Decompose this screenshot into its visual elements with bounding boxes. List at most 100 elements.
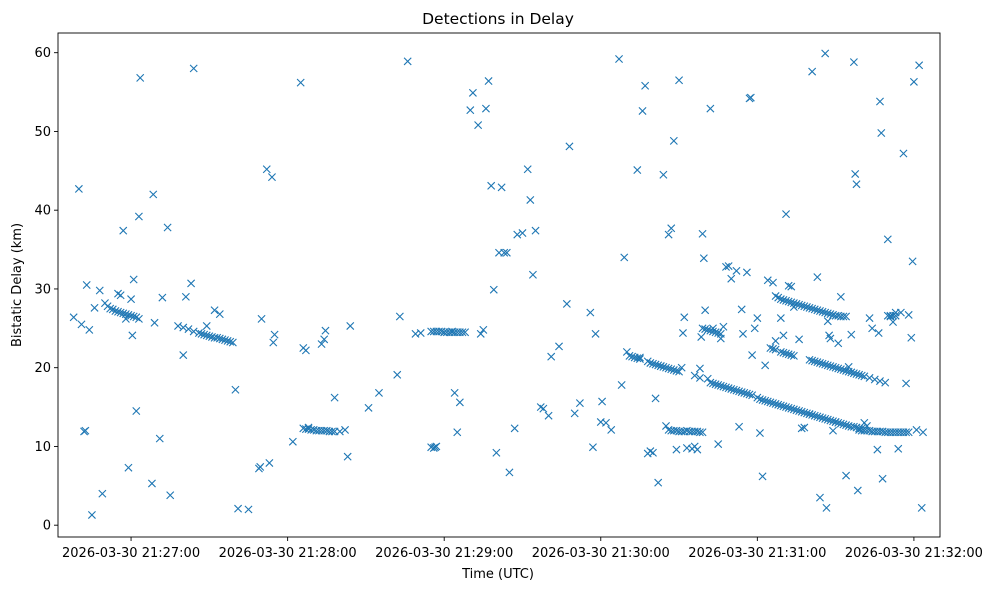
data-point	[598, 397, 607, 406]
data-point	[829, 417, 838, 426]
data-point	[899, 149, 908, 158]
data-point	[862, 421, 871, 430]
data-point	[727, 384, 736, 393]
data-point	[851, 169, 860, 178]
data-point	[189, 327, 198, 336]
data-point	[270, 330, 279, 339]
data-point	[769, 399, 777, 408]
data-point	[766, 398, 775, 407]
data-point	[782, 296, 791, 305]
data-point	[847, 330, 856, 339]
data-point	[646, 358, 655, 367]
data-point	[210, 306, 219, 315]
data-point	[641, 81, 650, 90]
data-point	[328, 427, 336, 436]
data-point	[244, 505, 253, 514]
x-axis: 2026-03-30 21:27:00 2026-03-30 21:28:00 20…	[62, 537, 983, 561]
data-point	[127, 311, 136, 320]
data-point	[129, 275, 138, 284]
data-point	[510, 424, 519, 433]
data-point	[374, 388, 383, 397]
data-point	[544, 411, 553, 420]
data-point	[622, 347, 631, 356]
data-point	[638, 106, 647, 115]
data-point	[836, 419, 845, 428]
data-point	[716, 381, 725, 390]
data-point	[575, 399, 584, 408]
data-point	[179, 351, 188, 360]
data-point	[823, 317, 832, 326]
data-point	[750, 324, 759, 333]
data-point	[403, 57, 412, 66]
data-point	[121, 314, 130, 323]
data-point	[875, 97, 884, 106]
data-point	[818, 307, 827, 316]
y-tick-label: 60	[34, 46, 51, 61]
data-point	[701, 306, 710, 315]
data-point	[839, 312, 848, 321]
data-point	[844, 362, 853, 371]
data-point	[317, 340, 326, 349]
data-point	[740, 388, 749, 397]
data-point	[737, 388, 746, 397]
data-point	[651, 360, 660, 369]
data-point	[698, 428, 707, 437]
data-point	[677, 363, 686, 372]
data-point	[502, 248, 511, 257]
data-point	[797, 407, 806, 416]
data-point	[267, 173, 276, 182]
data-point	[635, 353, 644, 362]
data-point	[779, 348, 788, 357]
data-point	[453, 428, 462, 437]
data-point	[831, 363, 840, 372]
data-point	[732, 266, 741, 275]
data-point	[690, 371, 699, 380]
data-point	[716, 334, 725, 343]
data-point	[755, 395, 764, 404]
data-point	[695, 428, 704, 437]
data-point	[870, 375, 879, 384]
data-point	[706, 104, 715, 113]
data-point	[761, 361, 770, 370]
data-point	[714, 381, 723, 390]
data-point	[821, 49, 830, 58]
data-point	[787, 282, 796, 291]
data-point	[124, 310, 133, 319]
data-point	[98, 489, 107, 498]
data-point	[257, 314, 266, 323]
data-point	[489, 285, 498, 294]
data-point	[883, 235, 892, 244]
data-point	[505, 468, 514, 477]
data-point	[722, 383, 731, 392]
data-point	[218, 335, 227, 344]
data-point	[588, 443, 597, 452]
data-point	[836, 292, 845, 301]
data-point	[664, 364, 673, 373]
data-point	[158, 293, 167, 302]
x-tick-label: 2026-03-30 21:29:00	[375, 546, 513, 561]
data-point	[87, 510, 96, 519]
data-point	[842, 421, 851, 430]
data-point	[842, 366, 851, 375]
data-point	[149, 190, 158, 199]
data-point	[698, 229, 707, 238]
data-point	[797, 301, 806, 310]
data-point	[90, 303, 99, 312]
data-point	[662, 421, 670, 430]
data-point	[774, 400, 783, 409]
data-point	[802, 303, 811, 312]
data-point	[487, 181, 496, 190]
data-point	[779, 295, 788, 304]
data-point	[894, 444, 903, 453]
data-point	[518, 229, 527, 238]
data-point	[468, 88, 477, 97]
data-point	[795, 335, 804, 344]
data-point	[826, 416, 835, 425]
data-point	[672, 445, 681, 454]
data-point	[847, 368, 856, 377]
data-point	[513, 230, 522, 239]
data-point	[886, 312, 895, 321]
data-point	[805, 355, 814, 364]
data-point	[912, 425, 921, 434]
data-point	[810, 411, 819, 420]
